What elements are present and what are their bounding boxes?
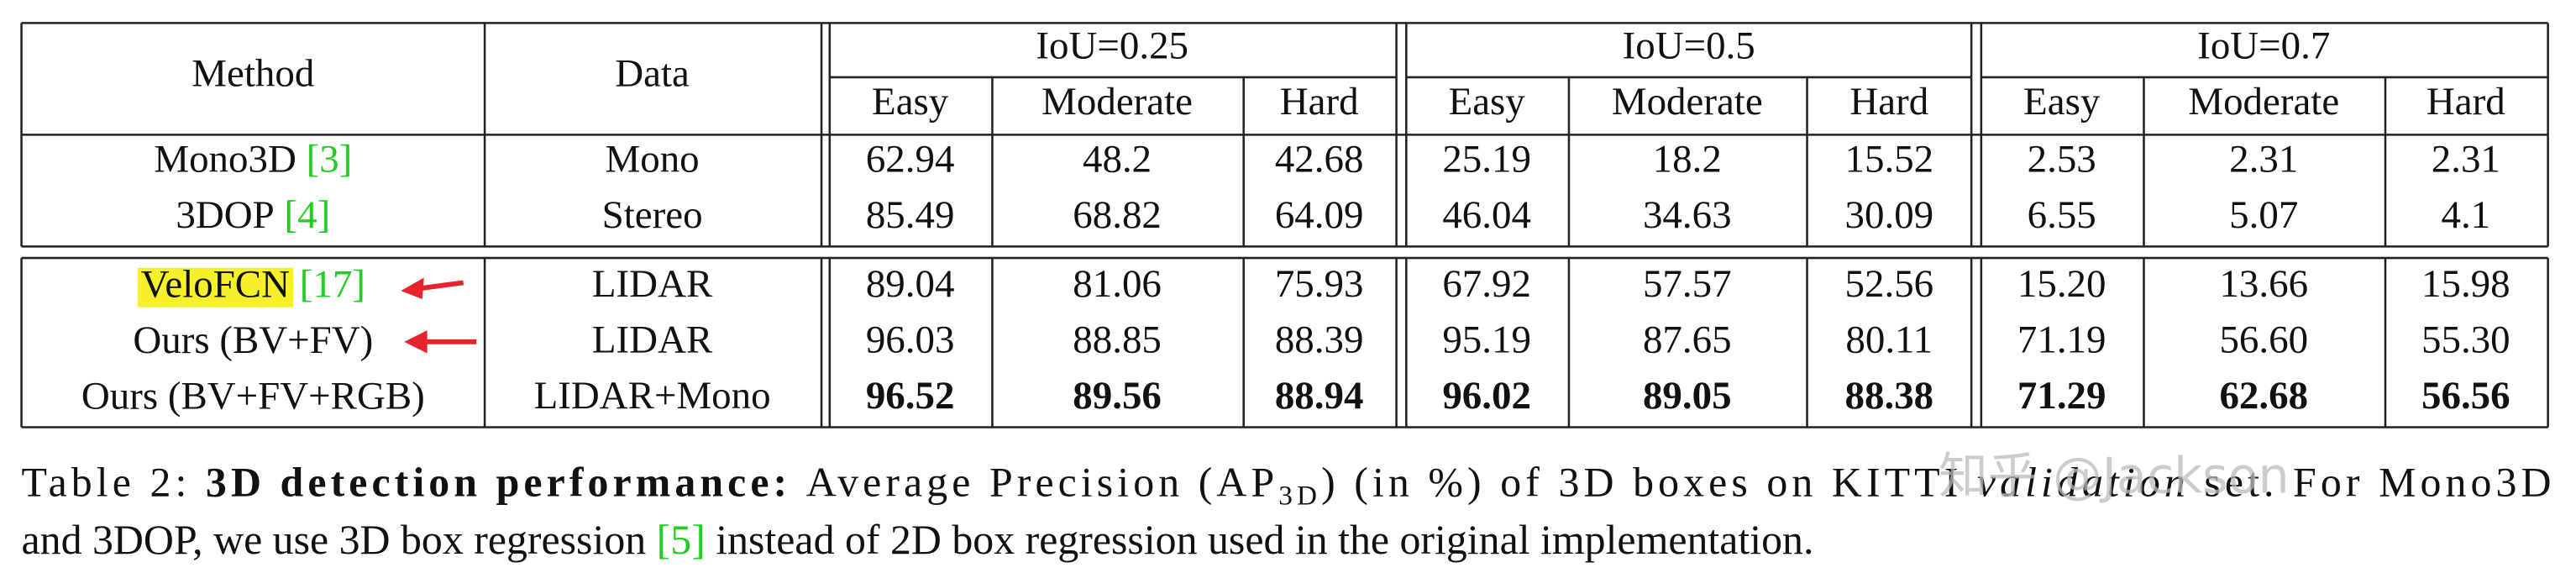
- subheader: Moderate: [1041, 80, 1193, 124]
- value-cell: 46.04: [1442, 193, 1531, 237]
- method-cell: Ours (BV+FV): [133, 318, 373, 362]
- value-cell: 67.92: [1442, 262, 1531, 306]
- citation: [5]: [657, 517, 706, 563]
- value-cell: 5.07: [2229, 193, 2298, 237]
- value-cell: 15.20: [2017, 262, 2106, 306]
- column-header: Data: [615, 52, 690, 96]
- value-cell: 89.04: [866, 262, 955, 306]
- data-cell: LIDAR: [592, 318, 713, 362]
- value-cell: 57.57: [1643, 262, 1732, 306]
- method-cell: VeloFCN [17]: [141, 262, 365, 306]
- value-cell: 48.2: [1083, 137, 1152, 181]
- citation: [4]: [285, 193, 331, 237]
- caption-text: ) (in %) of 3D boxes on KITTI: [1321, 460, 1958, 506]
- value-cell: 62.68: [2219, 374, 2308, 418]
- method-name: VeloFCN: [141, 262, 290, 306]
- value-cell: 4.1: [2441, 193, 2490, 237]
- value-cell: 34.63: [1643, 193, 1732, 237]
- value-cell: 88.38: [1845, 374, 1934, 418]
- caption-text: Average Precision (AP: [806, 460, 1274, 506]
- value-cell: 64.09: [1275, 193, 1364, 237]
- value-cell: 2.31: [2432, 137, 2500, 181]
- method-cell: Ours (BV+FV+RGB): [81, 374, 425, 418]
- caption-text: instead of 2D box regression used in the…: [716, 517, 1813, 563]
- value-cell: 89.56: [1073, 374, 1162, 418]
- value-cell: 52.56: [1845, 262, 1934, 306]
- group-header: IoU=0.5: [1623, 24, 1755, 67]
- value-cell: 2.53: [2028, 137, 2096, 181]
- caption-bold: 3D detection performance:: [206, 460, 787, 506]
- method-name: 3DOP: [176, 193, 274, 237]
- subheader: Hard: [1849, 80, 1928, 124]
- group-header: IoU=0.25: [1036, 24, 1188, 67]
- method-name: Ours (BV+FV+RGB): [81, 374, 425, 418]
- subheader: Moderate: [1612, 80, 1763, 124]
- value-cell: 85.49: [866, 193, 955, 237]
- subheader: Easy: [872, 80, 949, 124]
- value-cell: 15.52: [1845, 137, 1934, 181]
- value-cell: 89.05: [1643, 374, 1732, 418]
- value-cell: 30.09: [1845, 193, 1934, 237]
- value-cell: 68.82: [1073, 193, 1162, 237]
- value-cell: 88.94: [1275, 374, 1364, 418]
- value-cell: 71.19: [2017, 318, 2106, 362]
- value-cell: 56.60: [2219, 318, 2308, 362]
- value-cell: 81.06: [1073, 262, 1162, 306]
- data-cell: LIDAR+Mono: [534, 374, 771, 418]
- value-cell: 13.66: [2219, 262, 2308, 306]
- method-cell: Mono3D [3]: [154, 137, 352, 181]
- value-cell: 96.03: [866, 318, 955, 362]
- subheader: Easy: [1449, 80, 1526, 124]
- method-name: Mono3D: [154, 137, 296, 181]
- value-cell: 71.29: [2017, 374, 2106, 418]
- data-cell: Stereo: [602, 193, 703, 237]
- value-cell: 15.98: [2421, 262, 2510, 306]
- value-cell: 2.31: [2229, 137, 2298, 181]
- column-header: Method: [191, 52, 314, 96]
- caption-label: Table 2:: [22, 460, 187, 506]
- value-cell: 42.68: [1275, 137, 1364, 181]
- subheader: Hard: [2426, 80, 2505, 124]
- value-cell: 6.55: [2028, 193, 2096, 237]
- subheader: Hard: [1280, 80, 1359, 124]
- value-cell: 96.02: [1442, 374, 1531, 418]
- value-cell: 87.65: [1643, 318, 1732, 362]
- arrows: [401, 277, 477, 354]
- value-cell: 80.11: [1845, 318, 1933, 362]
- citation: [17]: [300, 262, 365, 306]
- method-name: Ours (BV+FV): [133, 318, 373, 362]
- method-cell: 3DOP [4]: [176, 193, 330, 237]
- arrow-head: [404, 330, 428, 354]
- value-cell: 62.94: [866, 137, 955, 181]
- value-cell: 55.30: [2421, 318, 2510, 362]
- value-cell: 56.56: [2421, 374, 2510, 418]
- value-cell: 75.93: [1275, 262, 1364, 306]
- data-cell: Mono: [606, 137, 700, 181]
- caption-subscript: 3D: [1278, 480, 1317, 511]
- value-cell: 88.39: [1275, 318, 1364, 362]
- value-cell: 18.2: [1653, 137, 1722, 181]
- subheader: Moderate: [2188, 80, 2339, 124]
- caption-line: and 3DOP, we use 3D box regression [5] i…: [22, 517, 1814, 563]
- value-cell: 88.85: [1073, 318, 1162, 362]
- subheader: Easy: [2023, 80, 2101, 124]
- citation: [3]: [307, 137, 353, 181]
- value-cell: 95.19: [1442, 318, 1531, 362]
- value-cell: 96.52: [866, 374, 955, 418]
- caption-text: and 3DOP, we use 3D box regression: [22, 517, 647, 563]
- value-cell: 25.19: [1442, 137, 1531, 181]
- watermark: 知乎 @Jackson: [1939, 448, 2290, 505]
- group-header: IoU=0.7: [2197, 24, 2330, 67]
- data-cell: LIDAR: [592, 262, 713, 306]
- arrow-head: [401, 277, 424, 299]
- highlight: [137, 267, 293, 308]
